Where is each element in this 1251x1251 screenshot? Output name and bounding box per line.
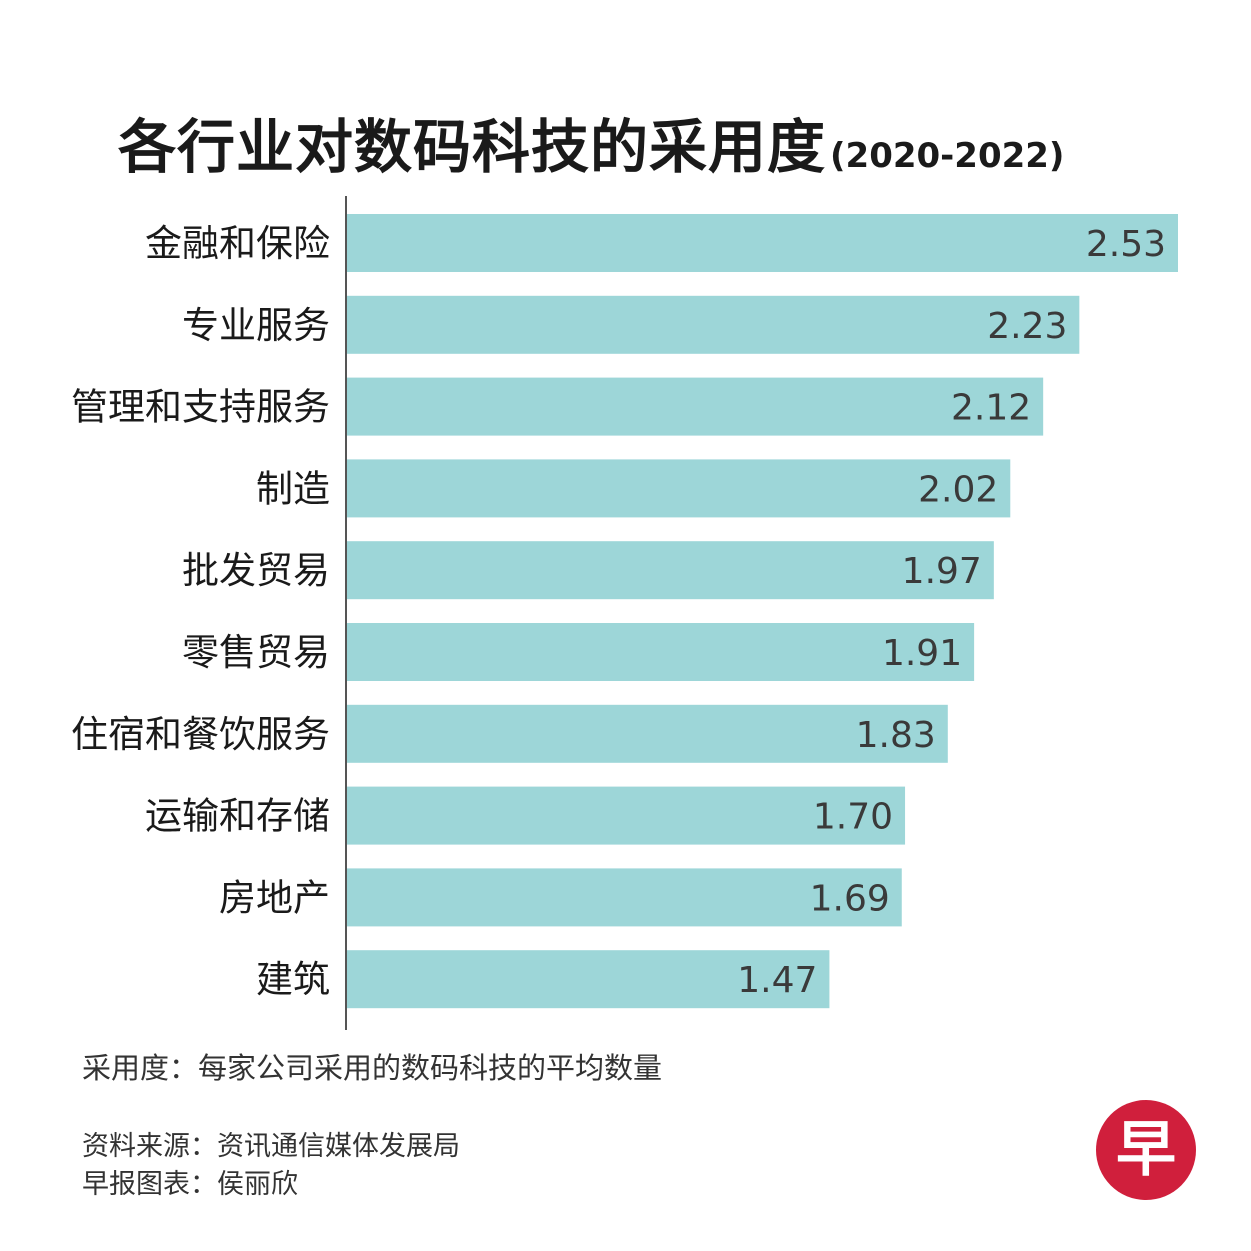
category-label: 建筑 <box>256 958 330 1001</box>
value-label: 2.02 <box>918 469 998 510</box>
logo-char: 早 <box>1116 1115 1176 1185</box>
value-label: 2.53 <box>1086 224 1166 265</box>
value-label: 2.12 <box>951 388 1031 429</box>
source-block: 资料来源：资讯通信媒体发展局 早报图表：侯丽欣 <box>82 1128 460 1204</box>
category-label: 房地产 <box>219 876 330 919</box>
value-label: 2.23 <box>987 306 1067 347</box>
chart-title: 各行业对数码科技的采用度 <box>118 113 827 181</box>
bar <box>346 541 994 600</box>
value-label: 1.70 <box>813 797 893 838</box>
bar <box>346 459 1011 518</box>
zaobao-logo-icon: 早 <box>1096 1100 1196 1200</box>
bar <box>346 704 948 763</box>
bar <box>346 623 975 681</box>
bar <box>346 950 830 1009</box>
source-text: 资料来源：资讯通信媒体发展局 <box>82 1131 460 1162</box>
category-label: 批发贸易 <box>182 549 330 592</box>
category-label: 金融和保险 <box>145 222 330 265</box>
credit-text: 早报图表：侯丽欣 <box>82 1169 298 1200</box>
bar <box>346 786 906 845</box>
bar <box>346 295 1080 354</box>
bar <box>346 868 902 927</box>
value-label: 1.97 <box>902 551 982 592</box>
chart-note: 采用度：每家公司采用的数码科技的平均数量 <box>82 1051 663 1085</box>
category-label: 运输和存储 <box>145 795 330 838</box>
category-label: 零售贸易 <box>182 631 330 674</box>
category-label: 制造 <box>256 467 330 510</box>
bar <box>346 214 1178 272</box>
value-label: 1.47 <box>737 960 817 1001</box>
category-label: 管理和支持服务 <box>71 386 330 429</box>
bar <box>346 377 1044 436</box>
value-label: 1.91 <box>882 633 962 674</box>
chart-subtitle: (2020-2022) <box>830 136 1065 176</box>
value-label: 1.69 <box>810 878 890 919</box>
bar-chart: 金融和保险 2.53 专业服务 2.23 管理和支持服务 2.12 制造 2.02 批发贸易 1.… <box>71 196 1178 1030</box>
category-label: 专业服务 <box>182 304 330 347</box>
category-label: 住宿和餐饮服务 <box>71 713 330 756</box>
chart-title-block: 各行业对数码科技的采用度 (2020-2022) <box>118 100 1064 184</box>
value-label: 1.83 <box>856 715 936 756</box>
